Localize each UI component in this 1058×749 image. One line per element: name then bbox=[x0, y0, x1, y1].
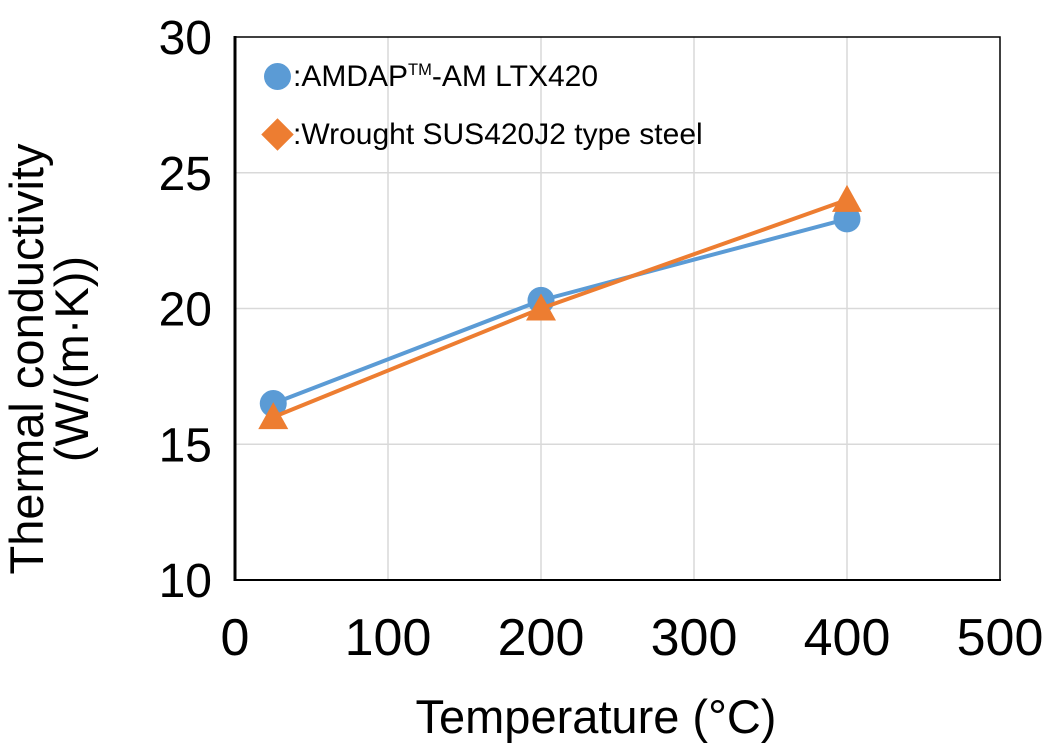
legend-item: :Wrought SUS420J2 type steel bbox=[261, 116, 703, 153]
x-axis-title: Temperature (°C) bbox=[416, 690, 777, 743]
legend-item: :AMDAPTM-AM LTX420 bbox=[264, 58, 703, 95]
y-tick-label: 25 bbox=[159, 148, 212, 201]
legend-label: :Wrought SUS420J2 type steel bbox=[293, 117, 703, 151]
x-tick-label: 500 bbox=[957, 609, 1044, 667]
series-line-amdap bbox=[272, 216, 848, 406]
chart-legend: :AMDAPTM-AM LTX420 :Wrought SUS420J2 type… bbox=[261, 58, 703, 153]
x-tick-label: 400 bbox=[804, 609, 891, 667]
x-tick-label: 100 bbox=[345, 609, 432, 667]
y-tick-label: 10 bbox=[159, 555, 212, 608]
y-tick-label: 30 bbox=[159, 12, 212, 65]
legend-label: :AMDAPTM-AM LTX420 bbox=[293, 59, 599, 93]
x-tick-label: 0 bbox=[221, 609, 250, 667]
diamond-marker-icon bbox=[261, 118, 294, 151]
data-point-triangle bbox=[526, 293, 556, 321]
y-tick-label: 15 bbox=[159, 419, 212, 472]
y-tick-label: 20 bbox=[159, 284, 212, 337]
data-point-triangle bbox=[832, 184, 862, 212]
y-axis-title-line: Thermal conductivity bbox=[0, 143, 53, 574]
circle-marker-icon bbox=[264, 63, 291, 90]
y-axis-title-line: (W/(m·K)) bbox=[45, 256, 98, 462]
data-point-circle bbox=[833, 205, 861, 233]
x-tick-label: 300 bbox=[651, 609, 738, 667]
data-point-triangle bbox=[258, 402, 289, 430]
x-tick-label: 200 bbox=[498, 609, 585, 667]
